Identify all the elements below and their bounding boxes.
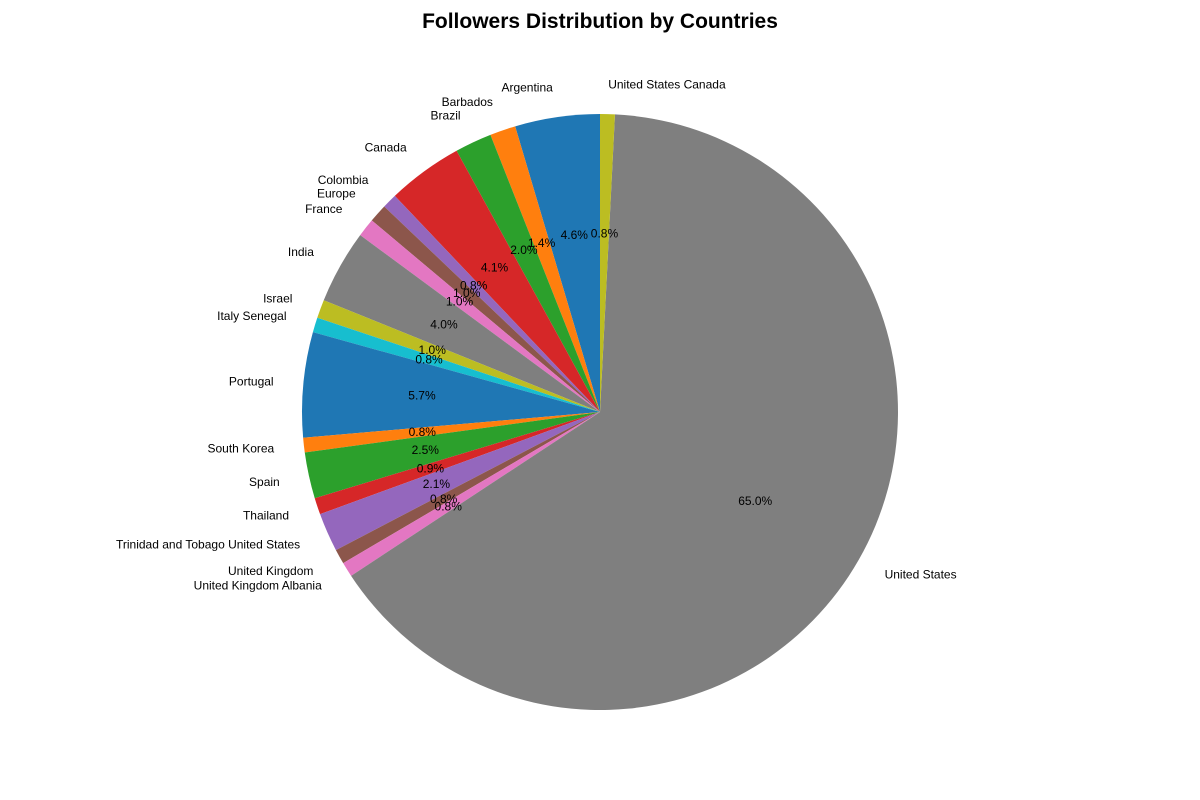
labels-layer: 4.6% Argentina 1.4% Barbados 2.0% Brazil 4.1% C… [116, 77, 957, 592]
pie-slice-united-kingdom-albania [343, 412, 600, 576]
slices-layer [302, 114, 898, 711]
pie-slice-india [323, 235, 600, 412]
slice-label-united-kingdom: United Kingdom [228, 564, 313, 578]
pct-label-south-korea: 0.8% [409, 425, 437, 439]
pct-label-portugal: 5.7% [408, 388, 436, 402]
slice-label-united-states-canada: United States Canada [608, 77, 726, 91]
pie-slice-italy-senegal [312, 317, 600, 412]
slice-label-united-kingdom-albania: United Kingdom Albania [194, 578, 322, 592]
pct-label-united-kingdom-albania: 0.8% [435, 500, 463, 514]
pct-label-canada: 4.1% [481, 261, 509, 275]
pct-label-united-kingdom: 0.8% [430, 492, 458, 506]
chart-title: Followers Distribution by Countries [422, 10, 778, 33]
slice-label-france: France [305, 202, 343, 216]
pct-label-united-states-canada: 0.8% [591, 226, 619, 240]
slice-label-argentina: Argentina [501, 81, 553, 95]
slice-label-canada: Canada [365, 140, 407, 154]
pie-slice-barbados [490, 126, 600, 412]
pie-slice-europe [371, 206, 600, 412]
slice-label-thailand: Thailand [243, 509, 289, 523]
pie-slice-united-states-canada [600, 114, 615, 412]
pct-label-barbados: 1.4% [528, 236, 556, 250]
pie-slice-trinidad-and-tobago-united-states [320, 412, 600, 551]
pct-label-thailand: 0.9% [417, 462, 445, 476]
pct-label-israel: 1.0% [419, 343, 447, 357]
slice-label-united-states: United States [885, 568, 957, 582]
pie-slice-france [360, 220, 600, 412]
pct-label-italy-senegal: 0.8% [415, 353, 443, 367]
pie-slice-argentina [515, 114, 600, 412]
pct-label-trinidad-and-tobago-united-states: 2.1% [423, 477, 451, 491]
pct-label-united-states: 65.0% [738, 494, 772, 508]
pie-slice-thailand [314, 412, 600, 515]
slice-label-barbados: Barbados [442, 95, 493, 109]
pct-label-colombia: 0.8% [460, 278, 488, 292]
slice-label-europe: Europe [317, 186, 356, 200]
slice-label-spain: Spain [249, 475, 280, 489]
slice-label-colombia: Colombia [318, 173, 369, 187]
pct-label-argentina: 4.6% [561, 228, 589, 242]
pie-slice-canada [394, 150, 600, 412]
pie-slice-portugal [302, 332, 600, 438]
pie-slice-colombia [384, 195, 600, 412]
pct-label-india: 4.0% [430, 318, 458, 332]
slice-label-south-korea: South Korea [208, 441, 275, 455]
pie-slice-israel [317, 300, 600, 412]
pie-slice-united-states [351, 114, 898, 711]
slice-label-israel: Israel [263, 292, 292, 306]
slice-label-brazil: Brazil [431, 108, 461, 122]
slice-label-portugal: Portugal [229, 375, 274, 389]
pct-label-spain: 2.5% [412, 443, 440, 457]
slice-label-italy-senegal: Italy Senegal [217, 309, 286, 323]
pct-label-europe: 1.0% [453, 286, 481, 300]
slice-label-india: India [288, 245, 314, 259]
pct-label-brazil: 2.0% [510, 243, 538, 257]
pie-slice-united-kingdom [335, 412, 600, 564]
pie-slice-spain [304, 412, 600, 499]
slice-label-trinidad-and-tobago-united-states: Trinidad and Tobago United States [116, 537, 300, 551]
pie-slice-south-korea [303, 412, 600, 453]
pie-slice-brazil [456, 134, 600, 412]
pct-label-france: 1.0% [446, 294, 474, 308]
